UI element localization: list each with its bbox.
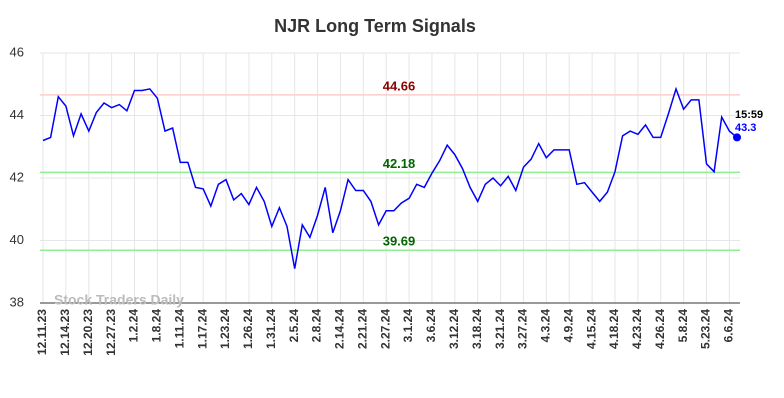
- signal-label: 42.18: [383, 156, 416, 171]
- x-tick-label: 4.3.24: [539, 309, 553, 343]
- signal-label: 44.66: [383, 78, 416, 93]
- x-tick-label: 1.23.24: [218, 309, 232, 349]
- y-tick-label: 38: [10, 294, 24, 309]
- x-tick-label: 3.27.24: [516, 309, 530, 349]
- x-tick-label: 1.2.24: [127, 309, 141, 343]
- x-tick-label: 12.27.23: [104, 309, 118, 356]
- y-tick-label: 42: [10, 169, 24, 184]
- x-tick-label: 4.23.24: [630, 309, 644, 349]
- x-tick-label: 4.9.24: [561, 309, 575, 343]
- x-tick-label: 4.15.24: [584, 309, 598, 349]
- y-tick-label: 40: [10, 232, 24, 247]
- x-tick-label: 2.8.24: [310, 309, 324, 343]
- last-point: [733, 133, 741, 142]
- x-tick-label: 1.11.24: [172, 309, 186, 349]
- x-tick-label: 2.5.24: [287, 309, 301, 343]
- price-line: [42, 86, 738, 269]
- x-tick-label: 4.26.24: [653, 309, 667, 349]
- x-tick-label: 1.17.24: [195, 309, 209, 349]
- y-tick-label: 46: [10, 44, 24, 59]
- x-tick-label: 3.6.24: [424, 309, 438, 343]
- x-tick-label: 1.31.24: [264, 309, 278, 349]
- x-tick-label: 3.12.24: [447, 309, 461, 349]
- chart-title: NJR Long Term Signals: [274, 16, 476, 36]
- x-tick-label: 3.18.24: [470, 309, 484, 349]
- x-tick-label: 2.27.24: [378, 309, 392, 349]
- last-value: 43.3: [735, 122, 756, 134]
- x-tick-label: 12.14.23: [58, 309, 72, 356]
- x-tick-label: 12.11.23: [35, 309, 49, 355]
- watermark: Stock Traders Daily: [54, 292, 184, 308]
- y-tick-label: 44: [10, 107, 24, 122]
- x-tick-label: 2.21.24: [355, 309, 369, 349]
- last-time: 15:59: [735, 109, 763, 121]
- x-tick-label: 5.23.24: [699, 309, 713, 349]
- x-tick-label: 1.26.24: [241, 309, 255, 349]
- x-tick-label: 3.21.24: [493, 309, 507, 349]
- x-tick-label: 12.20.23: [81, 309, 95, 356]
- x-tick-label: 1.8.24: [150, 309, 164, 343]
- x-tick-label: 4.18.24: [607, 309, 621, 349]
- x-tick-label: 5.8.24: [676, 309, 690, 343]
- signal-label: 39.69: [383, 234, 416, 249]
- x-tick-label: 3.1.24: [401, 309, 415, 343]
- x-tick-label: 6.6.24: [722, 309, 736, 343]
- x-tick-label: 2.14.24: [333, 309, 347, 349]
